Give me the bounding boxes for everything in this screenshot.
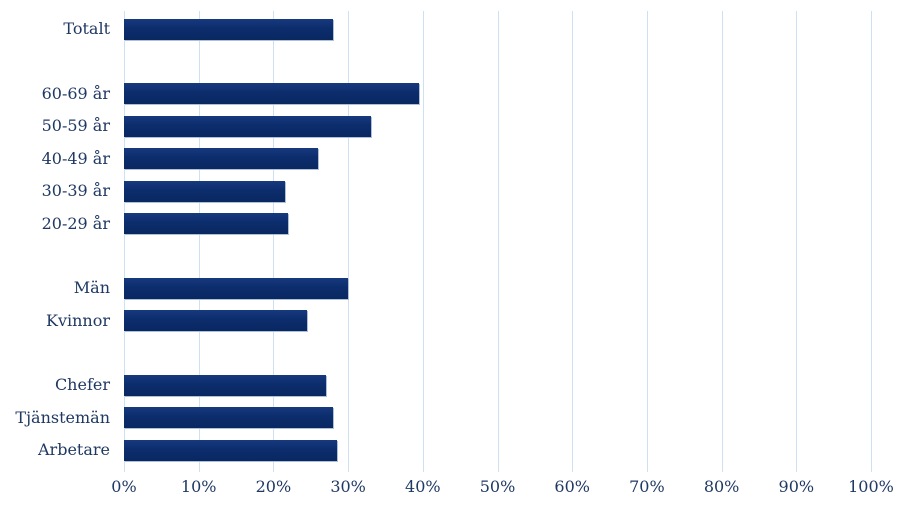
bar-track <box>124 213 871 235</box>
bar-track <box>124 115 871 137</box>
category-label: 60-69 år <box>41 83 110 103</box>
x-tick-label: 20% <box>255 477 292 496</box>
x-tick-label: 10% <box>180 477 217 496</box>
gridline <box>721 11 723 472</box>
chart-row: Arbetare <box>0 434 871 466</box>
x-tick-label: 90% <box>778 477 815 496</box>
bar-track <box>124 439 871 461</box>
category-label: Kvinnor <box>46 310 110 330</box>
category-label: Arbetare <box>38 440 110 460</box>
chart-row: Totalt <box>0 13 871 45</box>
bar <box>124 439 337 461</box>
chart-row: 50-59 år <box>0 110 871 142</box>
gridline <box>871 11 872 472</box>
x-tick-label: 40% <box>405 477 441 496</box>
gridline <box>348 11 350 472</box>
chart-row: Chefer <box>0 369 871 401</box>
bar-track <box>124 18 871 40</box>
category-label: 40-49 år <box>41 148 110 168</box>
bar-track <box>124 83 871 105</box>
spacer-row <box>0 337 871 369</box>
gridline <box>497 11 499 472</box>
bar <box>124 407 334 429</box>
bar <box>124 374 326 396</box>
gridline <box>198 11 200 472</box>
chart-row: 40-49 år <box>0 143 871 175</box>
gridline <box>572 11 574 472</box>
x-tick-label: 70% <box>629 477 665 496</box>
chart-row: Kvinnor <box>0 305 871 337</box>
bar <box>124 115 371 137</box>
bar <box>124 83 420 105</box>
bar-track <box>124 374 871 396</box>
category-label: 20-29 år <box>41 213 110 233</box>
x-tick-label: 50% <box>479 477 516 496</box>
bar <box>124 310 307 332</box>
bar <box>124 213 289 235</box>
gridline <box>646 11 648 472</box>
chart-row: 60-69 år <box>0 78 871 110</box>
gridline <box>273 11 275 472</box>
x-axis-tick-labels: 0% 10% 20% 30% 40% 50% 60% 70% 80% 90% 100% <box>111 477 894 503</box>
x-tick-label: 60% <box>554 477 590 496</box>
bar-track <box>124 180 871 202</box>
gridline <box>124 11 125 472</box>
x-tick-label: 30% <box>330 477 366 496</box>
bar <box>124 148 319 170</box>
chart-row: Tjänstemän <box>0 402 871 434</box>
category-label: 50-59 år <box>41 116 110 136</box>
gridline <box>796 11 798 472</box>
x-tick-label: 100% <box>848 477 894 496</box>
x-tick-label: 0% <box>111 477 137 496</box>
bar-track <box>124 277 871 299</box>
chart-rows: Totalt 60-69 år 50-59 år 40-49 år 30-39 år 20… <box>0 13 871 466</box>
bar-track <box>124 407 871 429</box>
bar <box>124 277 349 299</box>
chart-row: 30-39 år <box>0 175 871 207</box>
gridline <box>422 11 424 472</box>
spacer-row <box>0 240 871 272</box>
category-label: Totalt <box>63 19 110 39</box>
bar <box>124 180 285 202</box>
spacer-row <box>0 45 871 77</box>
bar-track <box>124 310 871 332</box>
chart-row: Män <box>0 272 871 304</box>
category-label: Tjänstemän <box>15 407 110 427</box>
x-tick-label: 80% <box>703 477 740 496</box>
category-label: Chefer <box>54 375 110 395</box>
category-label: 30-39 år <box>41 181 110 201</box>
chart-row: 20-29 år <box>0 207 871 239</box>
bar-track <box>124 148 871 170</box>
category-label: Män <box>73 278 110 298</box>
bar <box>124 18 334 40</box>
